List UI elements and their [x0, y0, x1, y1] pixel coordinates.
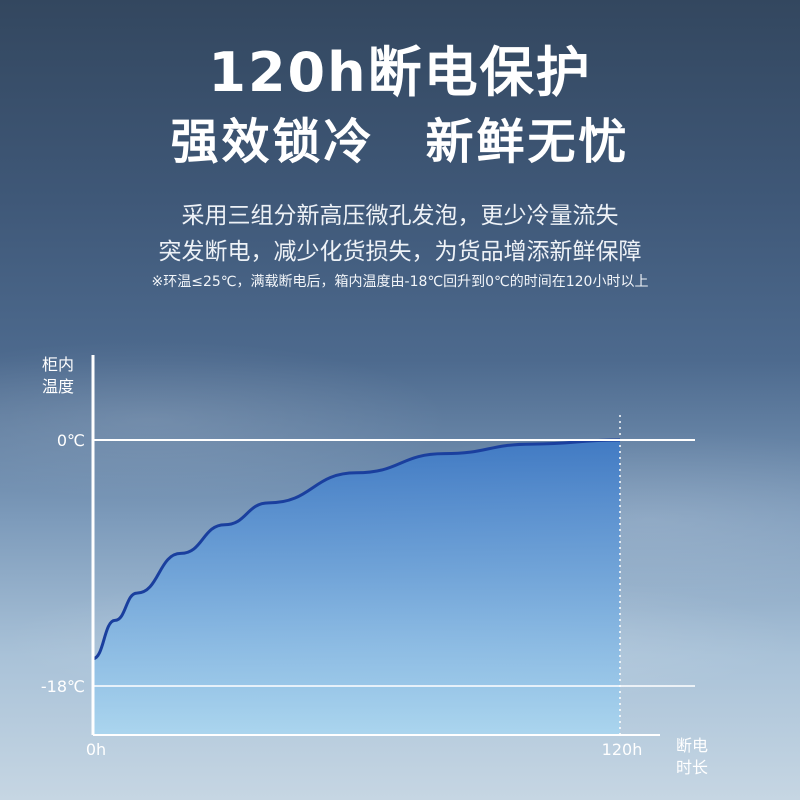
temperature-curve	[92, 438, 621, 661]
headline: 120h断电保护	[208, 41, 592, 104]
y-axis-label: 温度	[42, 377, 74, 396]
y-tick-label: 0℃	[57, 431, 85, 450]
x-axis-label: 时长	[676, 758, 708, 777]
description-line-1: 采用三组分新高压微孔发泡，更少冷量流失	[181, 203, 619, 229]
x-axis-label: 断电	[676, 736, 708, 755]
subheadline: 强效锁冷 新鲜无忧	[170, 114, 630, 170]
area-fill	[93, 440, 620, 735]
x-tick-label: 120h	[602, 740, 643, 759]
footnote: ※环温≤25℃，满载断电后，箱内温度由-18℃回升到0℃的时间在120小时以上	[151, 274, 649, 290]
y-tick-label: -18℃	[41, 677, 85, 696]
x-tick-label: 0h	[86, 740, 106, 759]
y-axis-label: 柜内	[42, 355, 74, 374]
description-line-2: 突发断电，减少化货损失，为货品增添新鲜保障	[158, 239, 642, 265]
